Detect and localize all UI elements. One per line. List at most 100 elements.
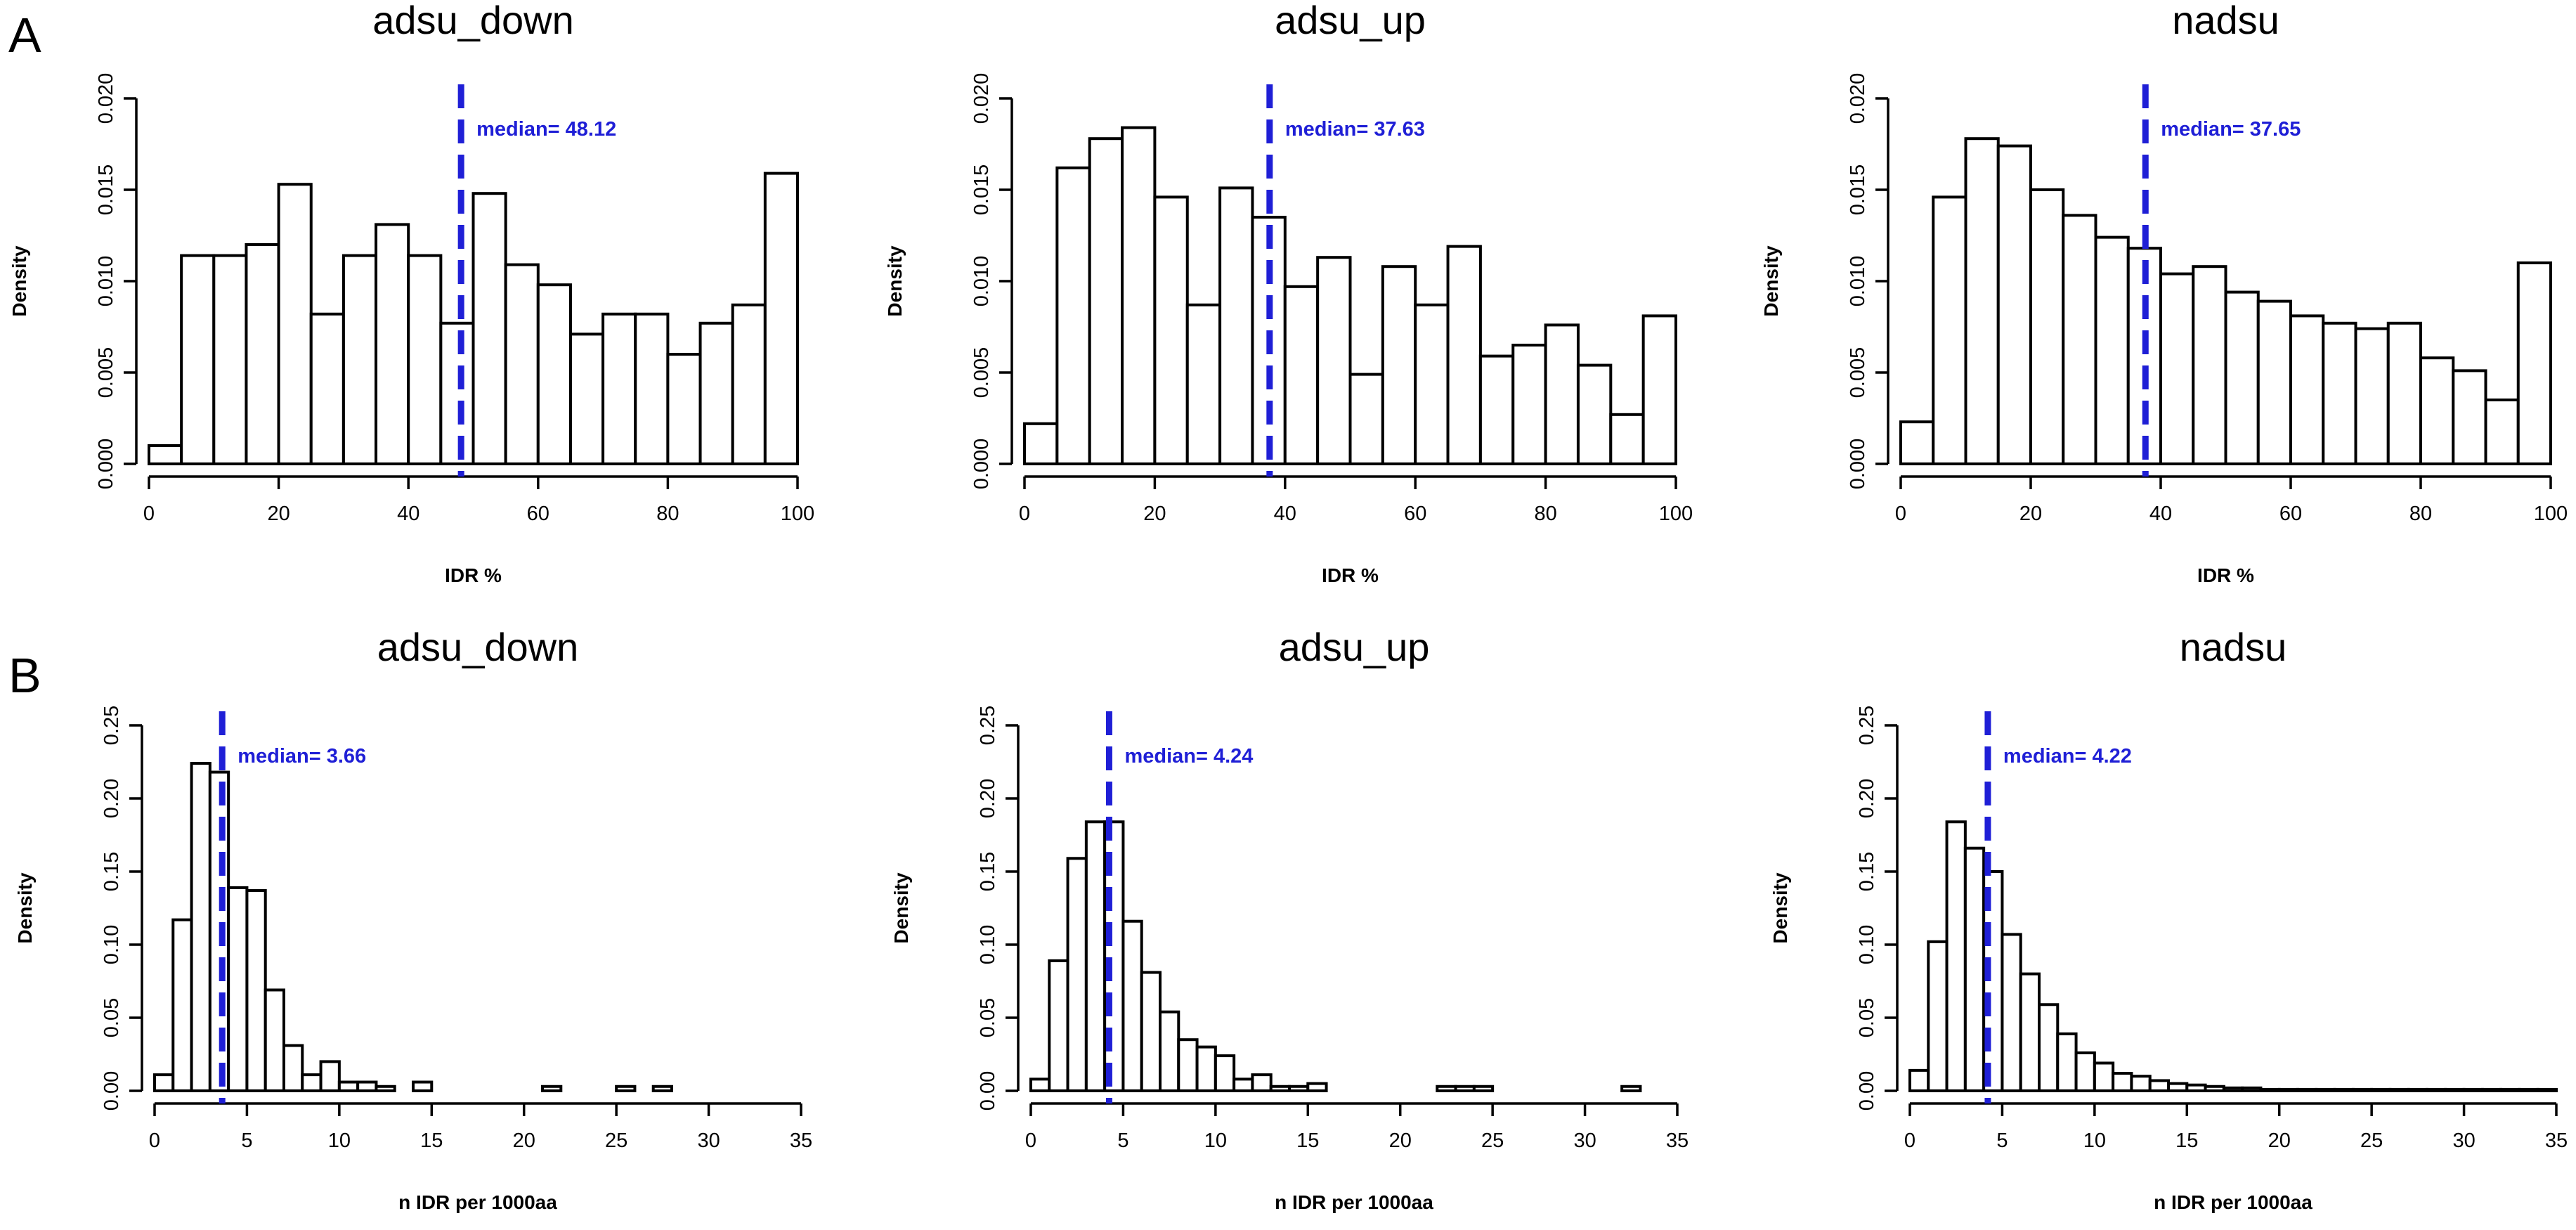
histogram-bar [148, 444, 183, 465]
x-tick-label: 35 [1666, 1129, 1689, 1152]
y-tick-label: 0.00 [100, 1071, 123, 1111]
histogram-bar [1511, 344, 1547, 465]
histogram-bar [319, 1060, 341, 1093]
x-tick-label: 35 [2545, 1129, 2568, 1152]
histogram-bar [2277, 1087, 2300, 1093]
histogram-bar [601, 312, 637, 465]
x-tick-label: 40 [397, 503, 419, 525]
x-tick-label: 40 [2149, 503, 2172, 525]
x-tick-label: 30 [697, 1129, 720, 1152]
histogram-bar [2484, 399, 2520, 465]
x-tick-label: 25 [1481, 1129, 1504, 1152]
x-tick-label: 0 [149, 1129, 160, 1152]
histogram-bar [1964, 137, 2000, 465]
histogram-bar [1153, 195, 1189, 465]
histogram-bar [763, 171, 799, 465]
histogram-bar [1641, 314, 1677, 465]
histogram-bar [2062, 214, 2097, 465]
y-tick-label: 0.10 [1856, 925, 1878, 964]
x-tick-label: 25 [2360, 1129, 2383, 1152]
x-tick-label: 25 [605, 1129, 627, 1152]
histogram-bar [1609, 413, 1645, 465]
y-tick-label: 0.020 [1847, 73, 1869, 124]
y-tick-label: 0.05 [100, 998, 123, 1037]
histogram-bar [2296, 1087, 2318, 1093]
x-tick-label: 30 [1573, 1129, 1596, 1152]
histogram-bar [2351, 1087, 2374, 1093]
histogram-bar [356, 1080, 378, 1093]
histogram-bar [2222, 1086, 2244, 1092]
y-axis-title: Density [14, 872, 36, 944]
histogram-bar [1140, 971, 1162, 1093]
y-tick-label: 0.25 [977, 706, 999, 745]
histogram-bar [2370, 1087, 2392, 1093]
y-tick-label: 0.005 [1847, 347, 1869, 399]
y-tick-label: 0.000 [95, 439, 117, 490]
histogram-bar [2224, 290, 2260, 465]
histogram-bar [2159, 272, 2195, 465]
histogram-bar [2130, 1075, 2152, 1092]
y-tick-label: 0.25 [1856, 706, 1878, 745]
histogram-bar [2093, 1061, 2115, 1092]
histogram-bar [1185, 303, 1222, 465]
x-tick-label: 35 [790, 1129, 812, 1152]
x-tick-label: 80 [2409, 503, 2432, 525]
histogram-bar [1251, 1073, 1273, 1092]
histogram-bar [212, 254, 248, 465]
chart-title: adsu_up [1275, 0, 1426, 42]
y-tick-label: 0.010 [95, 256, 117, 307]
histogram-bar [2315, 1087, 2336, 1093]
y-tick-label: 0.15 [100, 852, 123, 891]
histogram-bar [2518, 1087, 2539, 1093]
x-tick-label: 0 [1895, 503, 1906, 525]
histogram-bar [2516, 261, 2552, 465]
histogram-bar [2333, 1087, 2355, 1093]
histogram-bar [651, 1085, 674, 1093]
histogram-bar [1316, 256, 1352, 465]
y-axis-title: Density [890, 872, 912, 944]
y-tick-label: 0.20 [100, 779, 123, 818]
histogram-bar [301, 1073, 323, 1092]
histogram-bar [1084, 820, 1107, 1093]
histogram-bar [2029, 188, 2065, 465]
x-tick-label: 60 [1404, 503, 1426, 525]
histogram-bar [375, 1085, 396, 1093]
histogram-bar [2192, 265, 2227, 465]
histogram-bar [1927, 940, 1949, 1092]
y-tick-label: 0.020 [95, 73, 117, 124]
histogram-bar [1029, 1077, 1051, 1092]
histogram-bar [1996, 144, 2032, 465]
chart-title: adsu_down [377, 625, 578, 669]
x-tick-label: 0 [1025, 1129, 1036, 1152]
histogram-bar [277, 183, 313, 465]
y-tick-label: 0.020 [970, 73, 993, 124]
x-tick-label: 80 [656, 503, 679, 525]
y-tick-label: 0.05 [977, 998, 999, 1037]
x-tick-label: 30 [2452, 1129, 2475, 1152]
histogram-bar [2480, 1087, 2503, 1093]
histogram-bar [1195, 1045, 1217, 1092]
histogram-bar [190, 762, 212, 1092]
x-tick-label: 100 [781, 503, 814, 525]
histogram-bar [407, 254, 443, 465]
x-tick-label: 5 [241, 1129, 252, 1152]
histogram-bar [1121, 126, 1157, 465]
histogram-bar [2444, 1087, 2466, 1093]
histogram-bar [504, 263, 540, 465]
y-axis-title: Density [1769, 872, 1791, 944]
x-axis-title: n IDR per 1000aa [1275, 1191, 1433, 1213]
y-tick-label: 0.20 [1856, 779, 1878, 818]
y-tick-label: 0.015 [970, 164, 993, 216]
histogram-bar [1414, 303, 1450, 465]
x-tick-label: 15 [2175, 1129, 2198, 1152]
histogram-bar [1088, 137, 1124, 465]
histogram-bar [1620, 1085, 1642, 1093]
x-tick-label: 100 [2534, 503, 2568, 525]
histogram-bar [615, 1085, 637, 1093]
x-axis-title: IDR % [1322, 564, 1379, 586]
y-tick-label: 0.015 [95, 164, 117, 216]
histogram-bar [1269, 1085, 1291, 1093]
histogram-bar [1177, 1038, 1199, 1092]
x-tick-label: 20 [2019, 503, 2042, 525]
histogram-bar [1472, 1085, 1495, 1093]
